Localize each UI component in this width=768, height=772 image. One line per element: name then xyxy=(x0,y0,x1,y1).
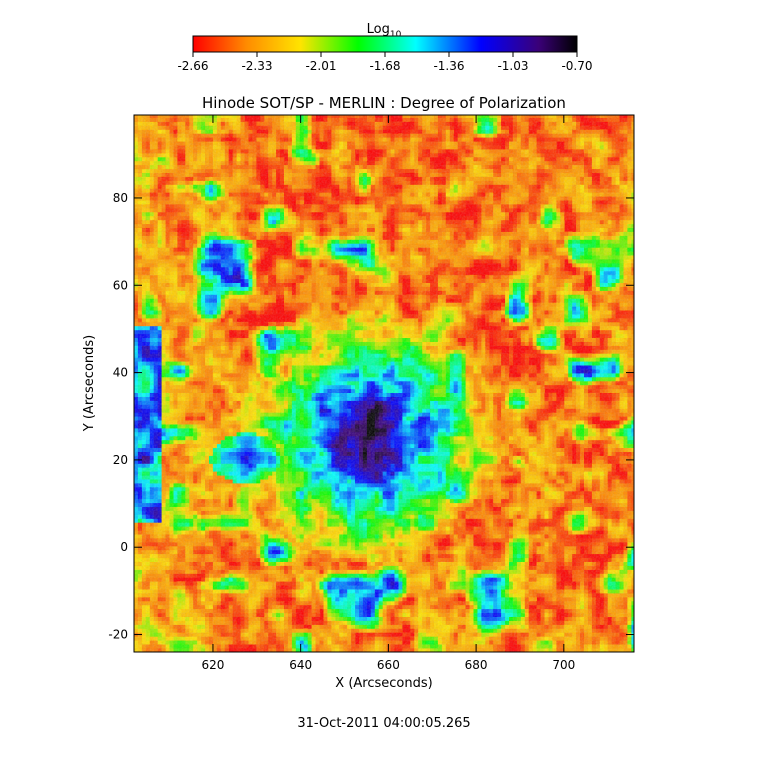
colorbar-tick-label: -1.03 xyxy=(497,59,528,73)
colorbar-tick-label: -2.01 xyxy=(305,59,336,73)
colorbar-tick-label: -1.68 xyxy=(369,59,400,73)
colorbar-tick-label: -2.66 xyxy=(177,59,208,73)
colorbar-tick-label: -1.36 xyxy=(433,59,464,73)
plot-area xyxy=(134,114,636,653)
chart-title: Hinode SOT/SP - MERLIN : Degree of Polar… xyxy=(202,94,566,112)
colorbar-ticks: -2.66 -2.33 -2.01 -1.68 -1.36 -1.03 -0.70 xyxy=(177,52,592,73)
colorbar xyxy=(193,36,577,52)
colorbar-tick-label: -2.33 xyxy=(241,59,272,73)
colorbar-tick-label: -0.70 xyxy=(561,59,592,73)
